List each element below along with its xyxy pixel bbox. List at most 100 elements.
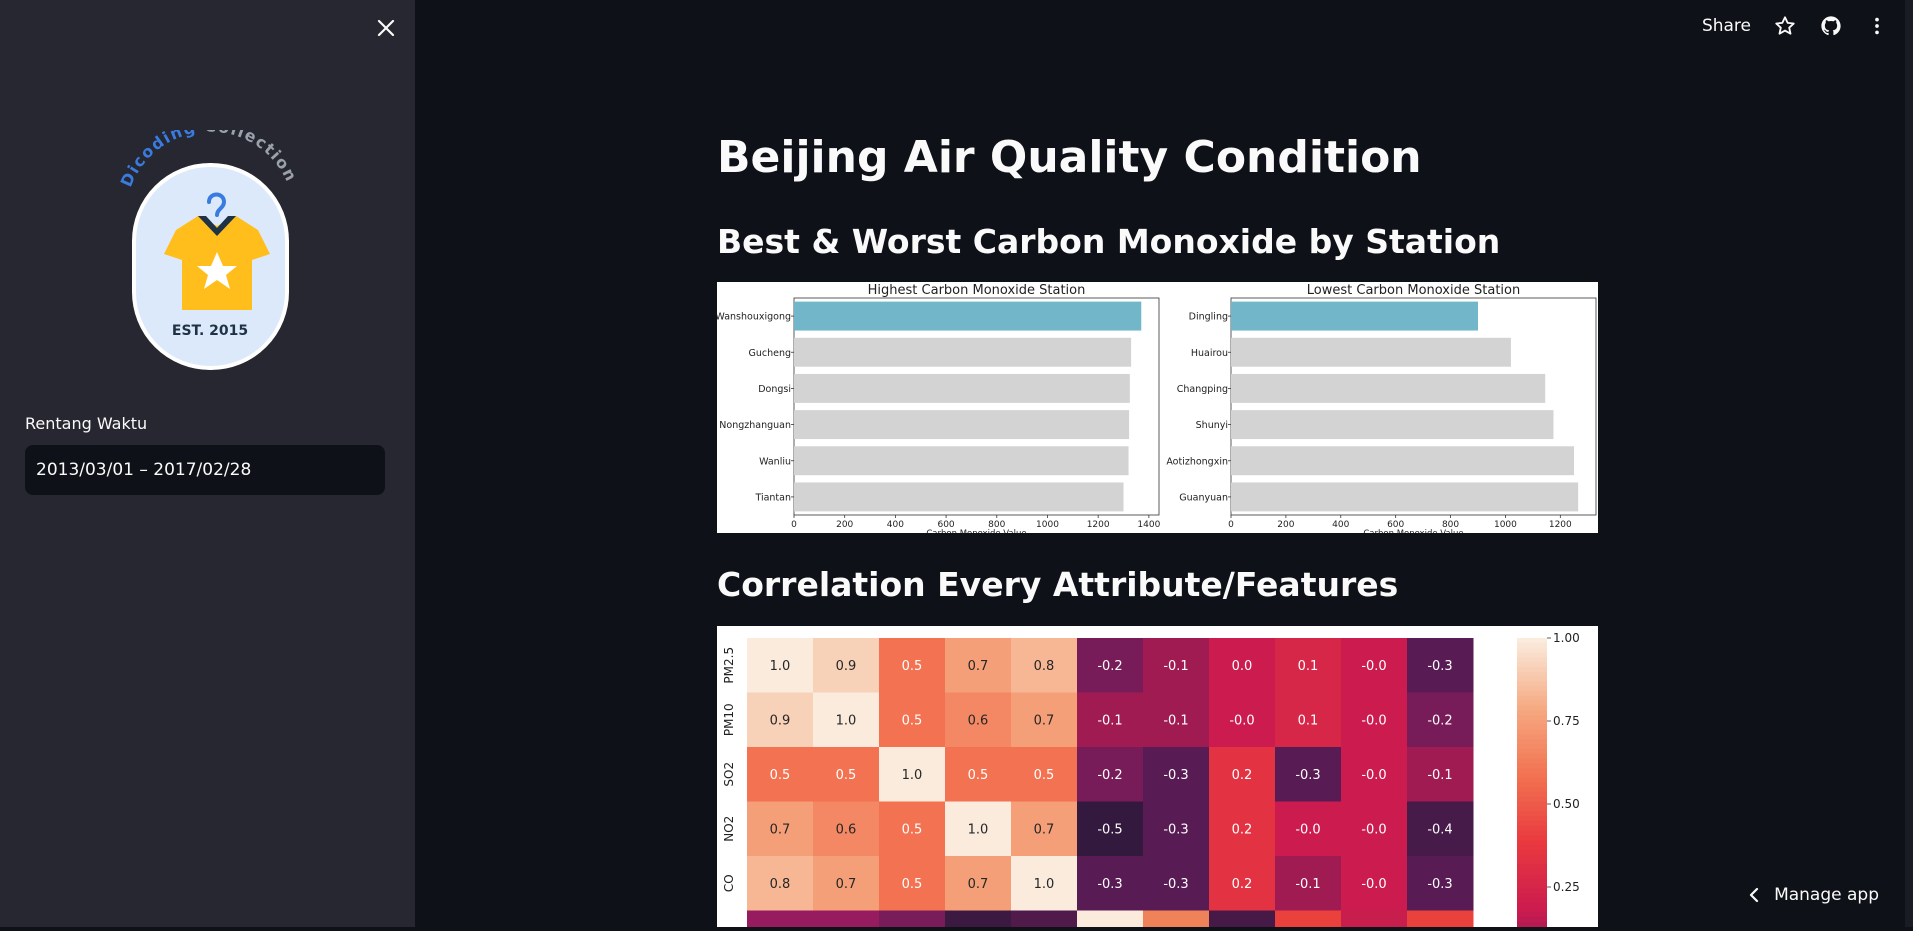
heatmap-cell-partial [1077, 910, 1144, 927]
star-icon[interactable] [1773, 14, 1797, 38]
manage-app-button[interactable]: Manage app [1748, 885, 1879, 905]
bar-wanliu [794, 446, 1129, 476]
heatmap-figure: 1.0 0.9 0.5 0.7 0.8 -0.2 -0.1 0.0 0.1 -0.0 -0.3 0.9… [717, 626, 1598, 928]
y-tick-label: Changping [1177, 384, 1228, 395]
heatmap-cell [1077, 747, 1144, 802]
share-button[interactable]: Share [1701, 16, 1751, 36]
x-tick-label: 1200 [1549, 520, 1572, 530]
heatmap-svg: 1.0 0.9 0.5 0.7 0.8 -0.2 -0.1 0.0 0.1 -0.0 -0.3 0.9… [722, 631, 1580, 928]
colorbar-segment [1517, 902, 1547, 909]
colorbar-segment [1517, 671, 1547, 678]
bar-dingling [1231, 301, 1478, 331]
dicoding-collection-logo: Dicoding Collection EST. 2015 [117, 117, 303, 375]
github-icon[interactable] [1819, 14, 1843, 38]
more-vert-icon[interactable] [1865, 14, 1889, 38]
bar-charts-figure: Highest Carbon Monoxide Station Wanshouxi… [715, 282, 1598, 539]
colorbar-segment [1517, 801, 1547, 808]
heatmap-cell [747, 801, 814, 857]
colorbar-segment [1517, 724, 1547, 731]
heatmap-cell-value: 0.5 [836, 768, 857, 783]
x-tick-label: 400 [1332, 520, 1349, 530]
heatmap-cell-partial [879, 910, 946, 927]
colorbar-tick-label: 1.00 [1553, 631, 1580, 645]
heatmap-cell-value: 0.1 [1298, 713, 1319, 728]
heatmap-cell [1209, 856, 1276, 911]
heatmap-cell-value: -0.5 [1097, 822, 1122, 837]
bar-tiantan [794, 482, 1124, 512]
colorbar-segment [1517, 700, 1547, 707]
colorbar-segment [1517, 729, 1547, 736]
heatmap-cell-value: -0.3 [1427, 877, 1452, 892]
colorbar-segment [1517, 681, 1547, 688]
heatmap-cell [813, 801, 880, 857]
colorbar-segment [1517, 695, 1547, 702]
close-icon [377, 19, 395, 37]
heatmap-cell [1407, 747, 1474, 802]
heatmap-colorbar: 1.00 0.75 0.50 0.25 [1517, 631, 1580, 928]
page-scrollbar[interactable] [1905, 0, 1913, 927]
close-sidebar-button[interactable] [372, 14, 400, 42]
heatmap-cell [945, 638, 1012, 693]
colorbar-segment [1517, 864, 1547, 871]
bar-huairou [1231, 337, 1511, 367]
heatmap-cell-value: 0.5 [1034, 768, 1055, 783]
colorbar-segment [1517, 748, 1547, 755]
heatmap-cell-partial [813, 910, 880, 927]
heatmap-cell-value: 0.5 [968, 768, 989, 783]
date-range-input[interactable]: 2013/03/01 – 2017/02/28 [25, 445, 385, 495]
colorbar-tick-label: 0.75 [1553, 714, 1580, 728]
heatmap-cell [1011, 747, 1078, 802]
colorbar-segment [1517, 907, 1547, 914]
y-tick-label: Wanshouxigong [717, 312, 791, 323]
bar-dongsi [794, 373, 1130, 403]
colorbar-segment [1517, 739, 1547, 745]
bar-guanyuan [1231, 482, 1579, 512]
colorbar-segment [1517, 874, 1547, 880]
page-title: Beijing Air Quality Condition [717, 132, 1422, 183]
x-tick-label: 200 [1277, 520, 1294, 530]
heatmap-cell [1275, 801, 1342, 857]
heatmap-cell [1407, 692, 1474, 748]
heatmap-cell [1341, 801, 1408, 857]
colorbar-segment [1517, 657, 1547, 664]
heatmap-cell-value: 0.7 [1034, 822, 1055, 837]
colorbar-segment [1517, 811, 1547, 818]
heatmap-cell [1407, 856, 1474, 911]
heatmap-cell-value: -0.1 [1163, 659, 1188, 674]
colorbar-segment [1517, 869, 1547, 876]
x-tick-label: 1000 [1494, 520, 1517, 530]
heatmap-cell [1407, 801, 1474, 857]
heatmap-cell-value: -0.3 [1097, 877, 1122, 892]
colorbar-segment [1517, 792, 1547, 798]
bar-aotizhongxin [1231, 446, 1575, 476]
heatmap-cell [1077, 801, 1144, 857]
y-tick-label: Aotizhongxin [1166, 456, 1228, 467]
manage-app-label: Manage app [1774, 885, 1879, 905]
heatmap-cell [1275, 856, 1342, 911]
bar-chart-0: Highest Carbon Monoxide Station Wanshouxi… [715, 283, 1160, 539]
heatmap-cell-value: -0.0 [1295, 822, 1320, 837]
heatmap-cell [1275, 692, 1342, 748]
y-tick-label: Wanliu [759, 456, 791, 467]
heatmap-cell-value: -0.4 [1427, 822, 1452, 837]
bar-changping [1231, 373, 1546, 403]
heatmap-cell-value: 1.0 [836, 713, 857, 728]
heatmap-cell [1407, 638, 1474, 693]
sidebar: Dicoding Collection EST. 2015 Rentang Wa… [0, 0, 415, 927]
logo-est-text: EST. 2015 [172, 323, 248, 339]
colorbar-segment [1517, 898, 1547, 904]
colorbar-segment [1517, 686, 1547, 692]
heatmap-cell [1011, 692, 1078, 748]
heatmap-cell [879, 801, 946, 857]
heatmap-row-label: CO [722, 874, 736, 892]
heatmap-cell-value: -0.1 [1097, 713, 1122, 728]
x-tick-label: 1200 [1087, 520, 1110, 530]
heatmap-cell-partial [747, 910, 814, 927]
heatmap-cell [1011, 801, 1078, 857]
heatmap-cell [1143, 747, 1210, 802]
heatmap-cell [879, 692, 946, 748]
heatmap-cell [813, 638, 880, 693]
heatmap-cell [813, 856, 880, 911]
heatmap-cell [1209, 747, 1276, 802]
colorbar-segment [1517, 710, 1547, 717]
